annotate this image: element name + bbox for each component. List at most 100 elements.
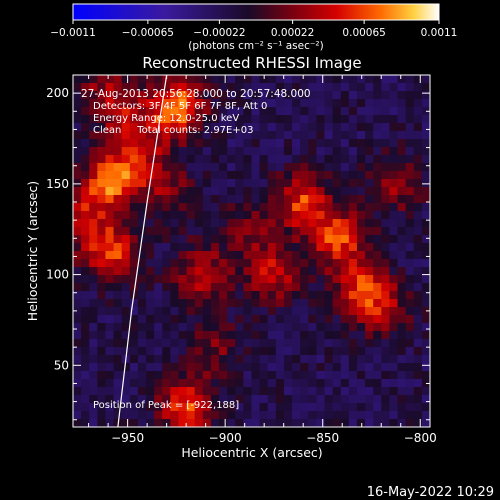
heatmap-cell [73, 331, 82, 340]
heatmap-cell [81, 267, 90, 276]
heatmap-cell [146, 379, 155, 388]
heatmap-cell [73, 291, 82, 300]
heatmap-cell [365, 403, 374, 412]
heatmap-cell [332, 147, 342, 156]
heatmap-cell [259, 107, 269, 116]
heatmap-cell [316, 283, 326, 292]
heatmap-cell [121, 227, 131, 236]
heatmap-cell [348, 91, 358, 100]
heatmap-cell [413, 131, 423, 140]
heatmap-cell [421, 219, 430, 228]
heatmap-cell [300, 363, 309, 372]
heatmap-cell [154, 267, 163, 276]
heatmap-cell [292, 131, 301, 140]
heatmap-cell [365, 139, 374, 148]
heatmap-cell [259, 75, 269, 84]
heatmap-cell [154, 411, 163, 420]
heatmap-cell [162, 339, 171, 348]
heatmap-cell [81, 315, 90, 324]
heatmap-cell [146, 115, 155, 124]
heatmap-cell [340, 163, 350, 172]
heatmap-cell [381, 299, 391, 308]
heatmap-cell [300, 267, 309, 276]
heatmap-cell [283, 275, 293, 284]
heatmap-cell [283, 179, 293, 188]
heatmap-cell [121, 219, 131, 228]
heatmap-cell [300, 251, 309, 260]
heatmap-cell [316, 299, 326, 308]
heatmap-cell [259, 275, 269, 284]
heatmap-cell [146, 403, 155, 412]
heatmap-cell [97, 195, 107, 204]
heatmap-cell [365, 219, 374, 228]
heatmap-cell [89, 363, 98, 372]
heatmap-cell [73, 243, 82, 252]
heatmap-cell [259, 251, 269, 260]
heatmap-cell [121, 291, 131, 300]
heatmap-cell [121, 419, 131, 427]
heatmap-cell [73, 387, 82, 396]
heatmap-cell [121, 163, 131, 172]
heatmap-cell [373, 411, 382, 420]
heatmap-cell [113, 387, 123, 396]
heatmap-cell [235, 403, 244, 412]
heatmap-cell [348, 379, 358, 388]
heatmap-cell [251, 115, 261, 124]
heatmap-cell [332, 211, 342, 220]
heatmap-cell [405, 379, 415, 388]
heatmap-cell [194, 379, 204, 388]
heatmap-cell [73, 91, 82, 100]
heatmap-cell [251, 411, 261, 420]
heatmap-cell [259, 411, 269, 420]
heatmap-cell [332, 107, 342, 116]
heatmap-cell [373, 331, 382, 340]
heatmap-cell [113, 347, 123, 356]
heatmap-cell [170, 243, 180, 252]
heatmap-cell [275, 235, 285, 244]
heatmap-cell [97, 339, 107, 348]
heatmap-cell [259, 259, 269, 268]
heatmap-cell [332, 411, 342, 420]
heatmap-cell [202, 419, 212, 427]
heatmap-cell [308, 131, 318, 140]
heatmap-cell [413, 259, 423, 268]
heatmap-cell [243, 211, 253, 220]
heatmap-cell [170, 315, 180, 324]
heatmap-cell [283, 99, 293, 108]
heatmap-cell [73, 187, 82, 196]
heatmap-cell [348, 315, 358, 324]
heatmap-cell [251, 171, 261, 180]
heatmap-cell [251, 339, 261, 348]
heatmap-cell [251, 395, 261, 404]
heatmap-cell [397, 339, 407, 348]
heatmap-cell [405, 163, 415, 172]
heatmap-cell [316, 91, 326, 100]
heatmap-cell [251, 419, 261, 427]
heatmap-cell [348, 371, 358, 380]
heatmap-cell [186, 131, 196, 140]
heatmap-cell [397, 155, 407, 164]
heatmap-cell [332, 115, 342, 124]
heatmap-cell [170, 283, 180, 292]
heatmap-cell [356, 283, 366, 292]
heatmap-cell [421, 275, 430, 284]
heatmap-cell [202, 307, 212, 316]
heatmap-cell [332, 83, 342, 92]
heatmap-cell [292, 195, 301, 204]
heatmap-cell [356, 307, 366, 316]
heatmap-cell [146, 339, 155, 348]
heatmap-cell [332, 339, 342, 348]
heatmap-cell [340, 291, 350, 300]
heatmap-cell [178, 219, 188, 228]
heatmap-cell [97, 243, 107, 252]
heatmap-cell [105, 227, 115, 236]
heatmap-cell [81, 187, 90, 196]
heatmap-cell [202, 299, 212, 308]
heatmap-cell [97, 123, 107, 132]
heatmap-cell [89, 147, 98, 156]
heatmap-cell [81, 243, 90, 252]
heatmap-cell [275, 227, 285, 236]
heatmap-cell [137, 139, 147, 148]
heatmap-cell [381, 267, 391, 276]
heatmap-cell [121, 187, 131, 196]
